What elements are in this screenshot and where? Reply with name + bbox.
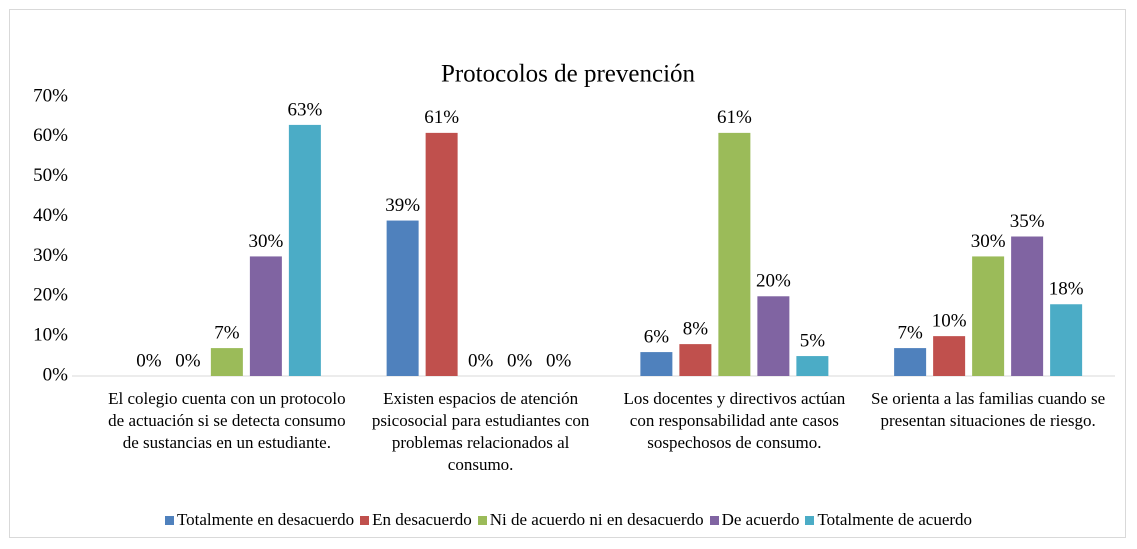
- y-tick-label: 30%: [33, 245, 68, 266]
- x-tick-label: Existen espacios de atención psicosocial…: [371, 389, 590, 474]
- legend-label: Totalmente de acuerdo: [817, 510, 973, 529]
- data-label: 30%: [971, 231, 1006, 252]
- bar: [640, 352, 673, 376]
- bar: [718, 132, 751, 376]
- x-tick-label: El colegio cuenta con un protocolo de ac…: [108, 389, 346, 452]
- data-label: 61%: [717, 107, 752, 128]
- data-label: 7%: [214, 322, 240, 343]
- y-tick-label: 20%: [33, 285, 68, 306]
- data-label: 0%: [546, 350, 572, 371]
- legend: Totalmente en desacuerdo En desacuerdo Ni …: [0, 510, 1137, 530]
- legend-label: Totalmente en desacuerdo: [176, 510, 355, 529]
- data-label: 7%: [897, 322, 923, 343]
- data-label: 20%: [756, 271, 791, 292]
- legend-item: Ni de acuerdo ni en desacuerdo: [477, 510, 704, 530]
- bar: [933, 336, 966, 376]
- legend-item: Totalmente en desacuerdo: [164, 510, 355, 530]
- legend-item: En desacuerdo: [360, 510, 472, 530]
- x-tick-label: Se orienta a las familias cuando se pres…: [871, 389, 1106, 430]
- x-tick-label: Los docentes y directivos actúan con res…: [623, 389, 846, 452]
- legend-swatch: [164, 515, 174, 525]
- legend-label: De acuerdo: [721, 510, 800, 529]
- data-label: 5%: [800, 330, 826, 351]
- data-label: 6%: [644, 326, 670, 347]
- bar: [679, 344, 712, 376]
- legend-swatch: [709, 515, 719, 525]
- legend-swatch: [360, 515, 370, 525]
- data-label: 0%: [507, 350, 533, 371]
- y-tick-label: 70%: [33, 85, 68, 106]
- bar: [288, 124, 321, 377]
- y-tick-label: 0%: [43, 364, 69, 385]
- bar: [1011, 236, 1044, 376]
- legend-label: En desacuerdo: [372, 510, 472, 529]
- bar: [972, 256, 1005, 376]
- bar: [1050, 304, 1083, 376]
- legend-item: De acuerdo: [709, 510, 800, 530]
- y-tick-label: 10%: [33, 325, 68, 346]
- bar: [210, 348, 243, 376]
- chart-title: Protocolos de prevención: [441, 61, 696, 88]
- bar: [386, 220, 419, 376]
- data-label: 8%: [683, 318, 709, 339]
- data-label: 35%: [1010, 211, 1045, 232]
- data-label: 61%: [424, 107, 459, 128]
- data-label: 0%: [468, 350, 494, 371]
- bar: [796, 356, 829, 376]
- bar: [249, 256, 282, 376]
- legend-swatch: [477, 515, 487, 525]
- legend-swatch: [805, 515, 815, 525]
- data-label: 0%: [136, 350, 162, 371]
- chart-frame: [9, 9, 1126, 538]
- bar: [425, 132, 458, 376]
- legend-label: Ni de acuerdo ni en desacuerdo: [489, 510, 704, 529]
- data-label: 0%: [175, 350, 201, 371]
- y-tick-label: 60%: [33, 125, 68, 146]
- y-tick-label: 40%: [33, 205, 68, 226]
- data-label: 63%: [287, 99, 322, 120]
- data-label: 18%: [1049, 279, 1084, 300]
- bar: [757, 296, 790, 376]
- y-tick-label: 50%: [33, 165, 68, 186]
- data-label: 30%: [248, 231, 283, 252]
- data-label: 10%: [932, 311, 967, 332]
- data-label: 39%: [385, 195, 420, 216]
- legend-item: Totalmente de acuerdo: [805, 510, 972, 530]
- bar: [894, 348, 927, 376]
